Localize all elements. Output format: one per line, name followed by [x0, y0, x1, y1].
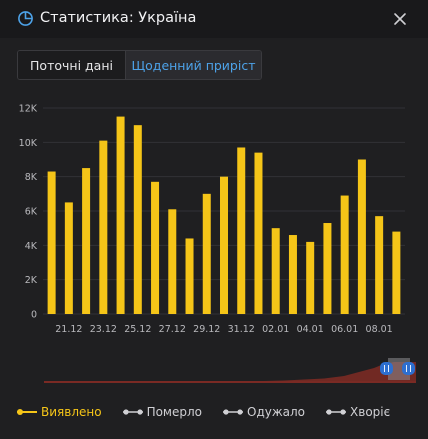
bar[interactable] [306, 241, 315, 314]
bar[interactable] [254, 152, 263, 314]
bar[interactable] [47, 171, 56, 314]
legend-item-recovered[interactable]: Одужало [222, 405, 305, 419]
legend-label: Виявлено [41, 405, 102, 419]
y-tick-label: 0 [31, 310, 37, 321]
pie-chart-icon [18, 11, 33, 26]
bar[interactable] [220, 176, 228, 314]
bar[interactable] [392, 231, 401, 314]
y-tick-label: 2K [25, 275, 38, 286]
bar[interactable] [323, 223, 332, 314]
x-tick-label: 08.01 [366, 324, 393, 335]
bar[interactable] [116, 116, 125, 314]
legend-marker-icon [122, 409, 143, 415]
bar[interactable] [185, 238, 194, 314]
bar[interactable] [202, 193, 211, 314]
x-tick-label: 27.12 [159, 324, 186, 335]
bar[interactable] [133, 125, 142, 314]
tab-daily-increase[interactable]: Щоденний приріст [125, 51, 261, 79]
y-tick-label: 4K [25, 241, 38, 252]
bar[interactable] [237, 147, 246, 314]
legend-marker-icon [326, 409, 347, 415]
legend-label: Хворіє [350, 405, 391, 419]
x-tick-label: 02.01 [262, 324, 289, 335]
x-tick-label: 25.12 [124, 324, 151, 335]
range-handle-right[interactable] [402, 362, 415, 375]
legend-item-died[interactable]: Померло [122, 405, 202, 419]
x-tick-label: 06.01 [331, 324, 358, 335]
bar[interactable] [64, 202, 73, 314]
chart-legend: Виявлено Померло Одужало Хворіє [16, 404, 410, 420]
bar[interactable] [99, 140, 108, 314]
legend-label: Померло [146, 405, 202, 419]
legend-item-detected[interactable]: Виявлено [16, 405, 102, 419]
bar[interactable] [288, 235, 297, 314]
x-tick-label: 31.12 [228, 324, 255, 335]
y-tick-label: 6K [25, 207, 38, 218]
legend-item-sick[interactable]: Хворіє [325, 405, 390, 419]
y-tick-label: 12K [19, 104, 38, 115]
y-tick-label: 10K [19, 138, 38, 149]
x-tick-label: 04.01 [297, 324, 324, 335]
bar[interactable] [82, 168, 91, 314]
y-tick-label: 8K [25, 172, 38, 183]
close-icon[interactable] [393, 12, 407, 26]
x-tick-label: 21.12 [55, 324, 82, 335]
bar[interactable] [151, 181, 160, 314]
range-handle-left[interactable] [380, 362, 393, 375]
legend-label: Одужало [247, 405, 306, 419]
x-tick-label: 23.12 [90, 324, 117, 335]
bar[interactable] [271, 228, 280, 314]
page-title: Статистика: Україна [40, 10, 197, 26]
x-tick-label: 29.12 [193, 324, 220, 335]
bar[interactable] [375, 216, 384, 314]
bar[interactable] [340, 195, 349, 314]
legend-marker-icon [223, 409, 243, 415]
daily-cases-chart: 0 2K 4K 6K 8K 10K 12K 21.12 23.12 25.12 27.12 29.12… [19, 104, 405, 335]
tab-current-data[interactable]: Поточні дані [18, 51, 125, 79]
range-overview-area [44, 362, 416, 382]
range-slider[interactable] [44, 356, 416, 384]
view-tabs: Поточні дані Щоденний приріст [17, 50, 262, 80]
panel-header: Статистика: Україна [0, 0, 428, 38]
legend-marker-icon [17, 409, 37, 415]
bar[interactable] [168, 209, 177, 314]
bar[interactable] [357, 159, 366, 315]
